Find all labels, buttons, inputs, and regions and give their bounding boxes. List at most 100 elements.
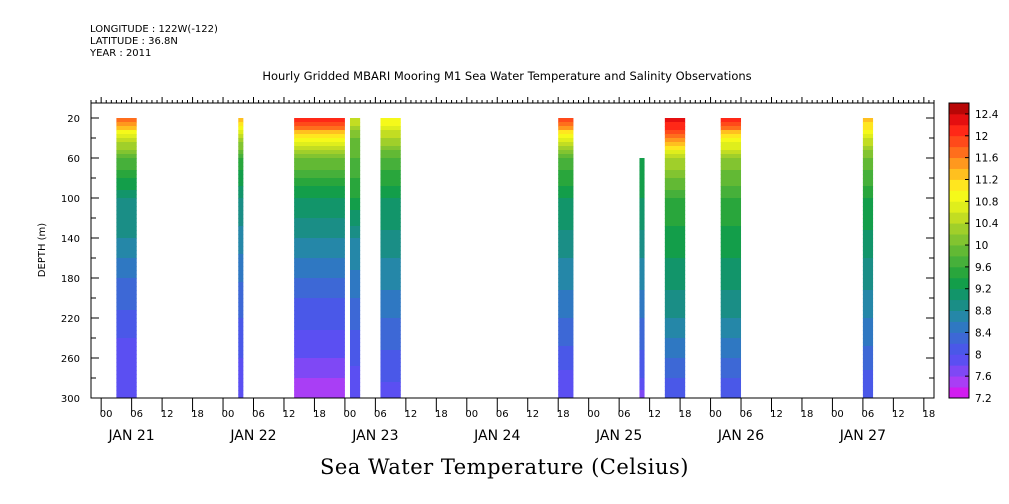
data-cell [380, 206, 401, 211]
data-cell [238, 326, 244, 331]
data-cell [639, 382, 645, 387]
data-cell [558, 314, 574, 319]
data-cell [238, 222, 244, 227]
data-cell [1005, 234, 1009, 239]
data-cell [862, 314, 874, 319]
data-cell [294, 394, 345, 398]
data-cell [1005, 174, 1009, 179]
data-cell [349, 366, 361, 371]
data-cell [720, 294, 742, 299]
data-column [862, 118, 874, 398]
data-cell [664, 294, 686, 299]
data-cell [664, 306, 686, 311]
colorbar-label: 10.4 [975, 218, 999, 230]
data-cell [116, 218, 137, 223]
data-cell [380, 174, 401, 179]
data-cell [294, 162, 345, 167]
data-cell [639, 354, 645, 359]
data-cell [1005, 298, 1009, 303]
data-cell [720, 282, 742, 287]
x-tick-label: 00 [709, 409, 722, 420]
data-cell [664, 214, 686, 219]
data-cell [720, 350, 742, 355]
data-cell [349, 230, 361, 235]
data-cell [664, 146, 686, 151]
y-tick-label: 20 [67, 114, 80, 125]
data-cell [664, 198, 686, 203]
data-cell [720, 178, 742, 183]
data-cell [720, 190, 742, 195]
data-cell [380, 394, 401, 398]
data-cell [558, 350, 574, 355]
year-label: YEAR : 2011 [90, 48, 152, 59]
data-cell [720, 206, 742, 211]
data-cell [664, 206, 686, 211]
data-cell [349, 242, 361, 247]
data-cell [862, 346, 874, 351]
data-cell [558, 166, 574, 171]
data-cell [116, 350, 137, 355]
data-cell [639, 294, 645, 299]
data-cell [349, 190, 361, 195]
data-cell [380, 250, 401, 255]
data-column [639, 158, 645, 398]
data-cell [1005, 230, 1009, 235]
data-cell [664, 346, 686, 351]
data-cell [349, 122, 361, 127]
data-cell [558, 218, 574, 223]
colorbar-swatch [949, 321, 969, 333]
data-cell [639, 210, 645, 215]
data-cell [238, 190, 244, 195]
data-cell [349, 250, 361, 255]
data-cell [294, 242, 345, 247]
data-cell [639, 350, 645, 355]
data-cell [639, 314, 645, 319]
data-cell [639, 370, 645, 375]
data-cell [238, 134, 244, 139]
data-cell [720, 258, 742, 263]
data-cell [558, 306, 574, 311]
data-cell [349, 290, 361, 295]
data-cell [1005, 170, 1009, 175]
data-cell [294, 262, 345, 267]
data-cell [720, 354, 742, 359]
data-cell [664, 170, 686, 175]
data-cell [639, 230, 645, 235]
data-cell [558, 198, 574, 203]
data-cell [349, 370, 361, 375]
colorbar-swatch [949, 332, 969, 344]
data-cell [720, 202, 742, 207]
data-cell [294, 378, 345, 383]
data-cell [664, 246, 686, 251]
data-cell [1005, 190, 1009, 195]
data-cell [1005, 274, 1009, 279]
colorbar: 7.2 7.6 8 8.4 8.8 9.2 9.6 10 10.4 10.8 11.2 11.6 12 1… [948, 102, 999, 405]
data-cell [349, 162, 361, 167]
data-cell [720, 278, 742, 283]
data-cell [862, 154, 874, 159]
data-cell [862, 374, 874, 379]
data-cell [294, 230, 345, 235]
data-cell [720, 254, 742, 259]
data-cell [238, 354, 244, 359]
data-cell [238, 346, 244, 351]
data-cell [294, 238, 345, 243]
data-cell [639, 322, 645, 327]
data-cell [380, 230, 401, 235]
data-cell [238, 234, 244, 239]
data-cell [862, 306, 874, 311]
data-cell [639, 346, 645, 351]
data-cell [862, 310, 874, 315]
data-cell [1005, 302, 1009, 307]
data-cell [1005, 366, 1009, 371]
data-cell [380, 150, 401, 155]
data-cell [664, 318, 686, 323]
data-cell [720, 230, 742, 235]
data-cell [639, 202, 645, 207]
data-cell [862, 234, 874, 239]
data-cell [558, 278, 574, 283]
data-cell [349, 302, 361, 307]
data-cell [349, 274, 361, 279]
data-cell [294, 350, 345, 355]
colorbar-swatch [949, 190, 969, 202]
